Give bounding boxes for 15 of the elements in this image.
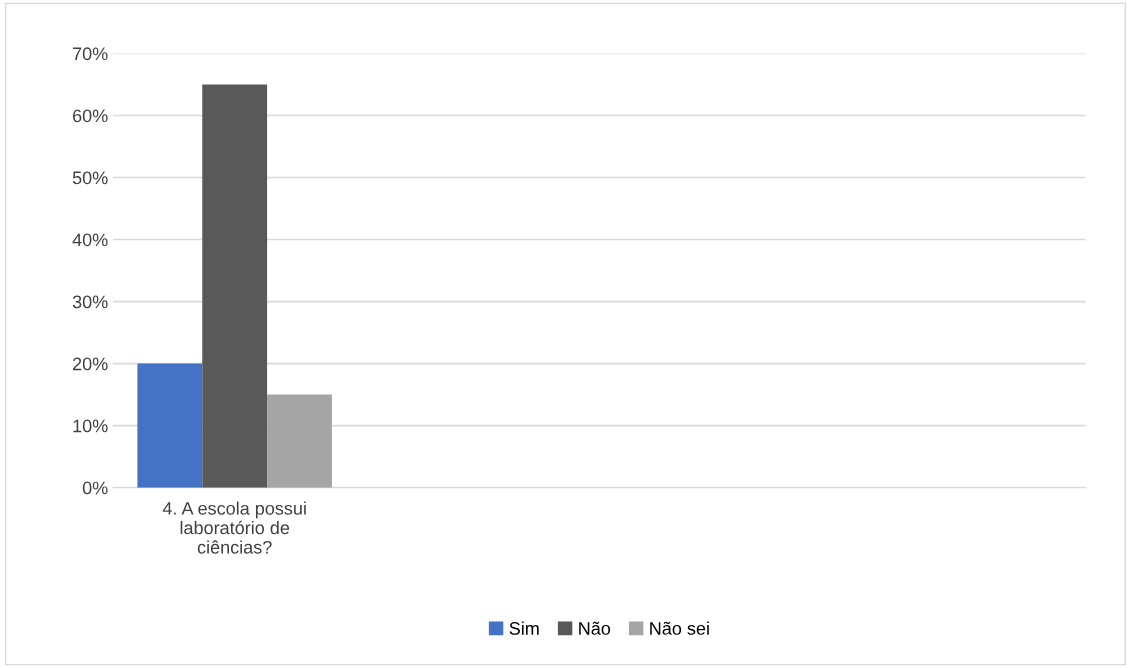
legend-label: Sim — [509, 621, 539, 635]
x-tick-label: 4. A escola possui laboratório de ciências? — [162, 501, 306, 554]
bar — [202, 84, 268, 488]
y-tick-label: 10% — [73, 419, 108, 433]
y-tick-label: 40% — [72, 233, 108, 247]
bar — [137, 363, 203, 488]
y-tick-label: 30% — [72, 295, 108, 309]
y-tick-label: 20% — [73, 357, 108, 371]
y-tick-label: 70% — [73, 47, 108, 61]
legend-label: Não sei — [650, 621, 709, 635]
y-tick-label: 0% — [82, 481, 108, 495]
legend-label: Não — [579, 621, 611, 635]
y-tick-label: 50% — [72, 171, 108, 185]
bar — [267, 394, 332, 488]
y-tick-label: 60% — [73, 109, 108, 123]
